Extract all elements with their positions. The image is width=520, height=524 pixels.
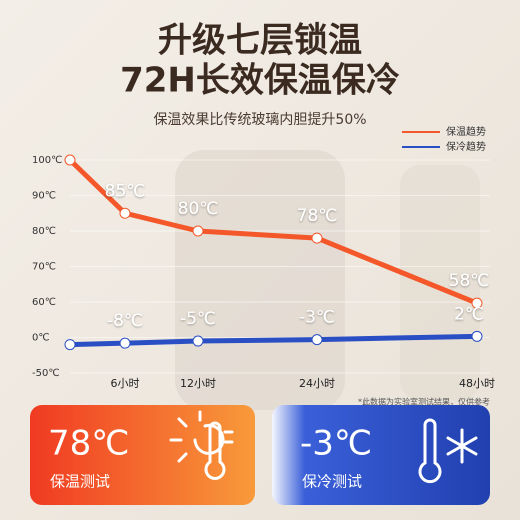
value-label: 58℃ (449, 271, 490, 291)
data-point (119, 337, 131, 349)
x-tick-label: 12小时 (180, 377, 216, 390)
value-label: -3℃ (299, 308, 335, 328)
data-point (119, 207, 131, 219)
card-value: 78℃ (48, 424, 129, 464)
hot-card (30, 405, 255, 505)
data-point (471, 330, 483, 342)
product-silhouette (175, 150, 345, 410)
plot: -50℃ 0℃ 60℃ 70℃ 80℃ 90℃ 100℃ 6小时 12小时 24小时 48小时 *此数… (32, 125, 495, 407)
sun-thermo-icon (169, 410, 234, 480)
data-point (311, 232, 323, 244)
card-value: -3℃ (300, 424, 372, 464)
y-tick-label: 0℃ (32, 333, 50, 344)
y-tick-label: 80℃ (32, 226, 56, 237)
subtitle: 保温效果比传统玻璃内胆提升50% (153, 111, 366, 128)
card-label: 保冷测试 (302, 473, 362, 491)
y-tick-label: 70℃ (32, 262, 56, 273)
title: 72H长效保温保冷 (120, 61, 400, 101)
value-label: 85℃ (105, 181, 146, 201)
annotation: *此数据为实验室测试结果，仅供参考 (358, 397, 490, 407)
data-point (192, 225, 204, 237)
data-point (311, 334, 323, 346)
value-label: -5℃ (180, 309, 216, 329)
legend-label: 保冷趋势 (446, 140, 486, 153)
snow-thermo-icon (418, 418, 478, 484)
value-label: -8℃ (107, 311, 143, 331)
y-tick-label: 90℃ (32, 191, 56, 202)
product-silhouette (400, 165, 480, 400)
card-label: 保温测试 (50, 473, 110, 491)
data-point (64, 154, 76, 166)
data-point (471, 297, 483, 309)
x-tick-label: 24小时 (299, 377, 335, 390)
data-point (192, 335, 204, 347)
legend-label: 保温趋势 (446, 125, 486, 138)
value-label: 2℃ (454, 304, 484, 324)
value-label: 80℃ (178, 199, 219, 219)
data-point (64, 339, 76, 351)
y-tick-label: 100℃ (32, 155, 62, 166)
x-tick-label: 48小时 (459, 377, 495, 390)
value-label: 78℃ (297, 206, 338, 226)
x-tick-label: 6小时 (111, 377, 140, 390)
title: 升级七层锁温 (158, 21, 362, 61)
y-tick-label: 60℃ (32, 297, 56, 308)
y-tick-label: -50℃ (32, 368, 60, 379)
